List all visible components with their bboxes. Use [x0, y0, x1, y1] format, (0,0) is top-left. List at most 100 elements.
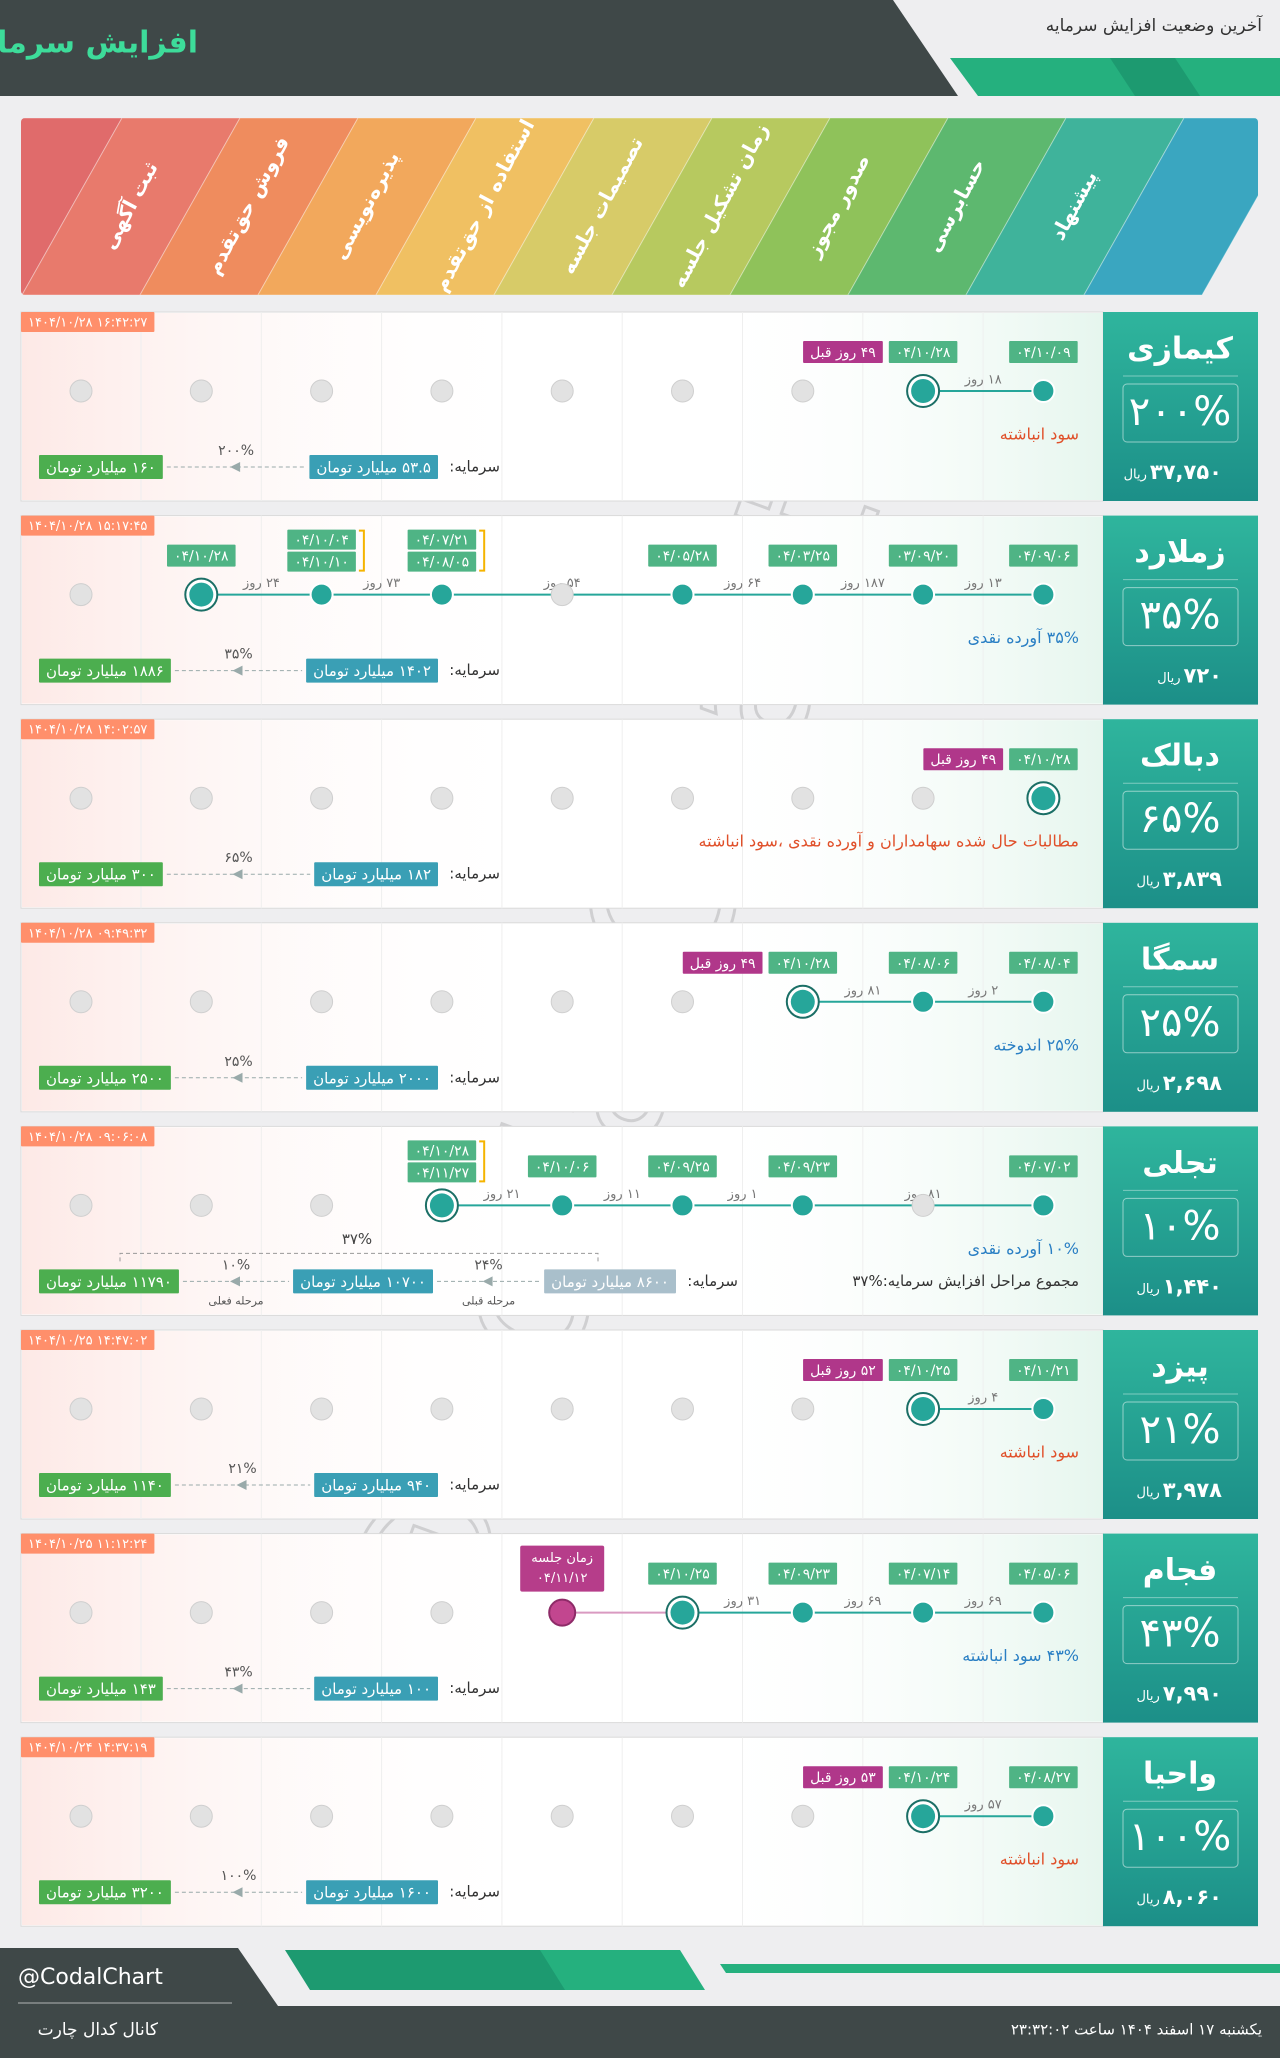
- capital-after: ۱۱۷۹۰ میلیارد تومان: [46, 1273, 172, 1291]
- days-ago-badge: ۴۹ روز قبل: [690, 956, 756, 972]
- capital-arrowhead: [230, 462, 241, 472]
- description: مطالبات حال شده سهامداران و آورده نقدی ،…: [699, 832, 1079, 852]
- price: ۳,۹۷۸: [1163, 1478, 1222, 1502]
- price-unit: ریال: [1136, 1282, 1159, 1297]
- stage-node-done: [790, 582, 815, 607]
- days-ago-badge-box: [803, 1359, 883, 1381]
- capital-after-box: [39, 1269, 179, 1294]
- capital-before: ۱۶۰۰ میلیارد تومان: [313, 1884, 431, 1902]
- price-unit: ریال: [1136, 875, 1159, 890]
- stage-band: [375, 118, 595, 295]
- company-name: پیزد: [1151, 1350, 1209, 1385]
- price: ۲,۶۹۸: [1163, 1071, 1222, 1095]
- capital-before-box: [314, 1473, 438, 1497]
- name-card: [1103, 1737, 1258, 1927]
- company-name: تجلی: [1142, 1146, 1217, 1181]
- company-name: کیمازی: [1127, 332, 1233, 367]
- stage-node-empty: [189, 1193, 213, 1217]
- updated-time: ۱۴۰۴/۱۰/۲۸ ۱۴:۰۲:۵۷: [28, 723, 147, 738]
- change-box: [1122, 587, 1239, 647]
- stage-node-empty: [69, 379, 93, 403]
- change-box: [1122, 1808, 1239, 1868]
- stage-node-empty: [69, 1601, 93, 1625]
- header-bar: [0, 0, 958, 96]
- capital-label: سرمایه:: [449, 661, 500, 679]
- capital-after-box: [39, 1065, 171, 1090]
- date-tag-box: [648, 1155, 717, 1178]
- stage-node-empty: [911, 786, 935, 810]
- stage-node-current: [670, 1600, 695, 1625]
- stage-node-empty: [671, 990, 694, 1014]
- updated-time-box: [21, 719, 155, 740]
- date-tag: ۰۴/۱۰/۱۰: [294, 555, 349, 571]
- change-percent: ۲۵%: [1140, 1000, 1221, 1046]
- stage-node-empty: [189, 1601, 213, 1625]
- date-tag: ۰۴/۰۷/۱۴: [896, 1567, 951, 1583]
- stage-band: [1083, 118, 1258, 295]
- date-tag-box: [1009, 341, 1078, 363]
- gap-label: ۱۸ روز: [964, 373, 1002, 388]
- date-tag: ۰۴/۱۱/۲۷: [415, 1165, 470, 1181]
- stage-node-done: [1031, 1397, 1056, 1421]
- date-tag-box: [768, 1155, 838, 1178]
- capital-change: ۲۱%: [228, 1461, 256, 1477]
- date-tag-box: [768, 951, 838, 974]
- price: ۷۲۰: [1184, 664, 1222, 688]
- date-tag-box: [287, 529, 356, 550]
- stage-node-done: [1031, 989, 1056, 1014]
- updated-time-box: [21, 922, 155, 943]
- capital-change: ۱۰%: [222, 1257, 250, 1273]
- stage-node-current: [790, 989, 815, 1014]
- change-box: [1122, 790, 1239, 850]
- capital-arrowhead: [232, 869, 243, 880]
- capital-change: ۲۴%: [474, 1257, 502, 1273]
- capital-change: ۲۵%: [224, 1054, 252, 1070]
- gap-label: ۶۹ روز: [964, 1594, 1002, 1609]
- description: ۴۳% سود انباشته: [962, 1646, 1079, 1666]
- capital-before-box: [306, 658, 438, 683]
- stage-node-empty: [69, 583, 93, 607]
- stage-node-done: [670, 1193, 695, 1218]
- capital-after: ۱۴۳ میلیارد تومان: [46, 1680, 156, 1698]
- total-bracket: [119, 1252, 599, 1262]
- gap-label: ۲۱ روز: [483, 1187, 521, 1202]
- updated-time: ۱۴۰۴/۱۰/۲۸ ۱۶:۴۲:۲۷: [28, 316, 147, 331]
- stage-node-current: [911, 1397, 936, 1421]
- capital-before-box: [314, 862, 438, 887]
- change-box: [1122, 383, 1239, 443]
- capital-before-box: [306, 1065, 438, 1090]
- stage-node-done: [911, 1600, 936, 1625]
- capital-after-box: [39, 1880, 171, 1905]
- name-card: [1103, 1330, 1258, 1519]
- date-tag: ۰۴/۰۹/۲۳: [776, 1159, 831, 1175]
- stage-node-empty: [310, 1804, 334, 1828]
- date-tag-box: [407, 1140, 477, 1161]
- change-box: [1122, 1401, 1239, 1461]
- gap-label: ۵۷ روز: [964, 1798, 1002, 1813]
- capital-arrowhead: [232, 1683, 243, 1694]
- stage-node-empty: [550, 786, 574, 810]
- stage-node-empty: [310, 1193, 334, 1217]
- stage-node-done: [911, 989, 936, 1014]
- stage-node-done: [1031, 582, 1056, 607]
- price-unit: ریال: [1136, 1486, 1159, 1501]
- date-tag: ۰۴/۰۳/۲۵: [776, 549, 831, 565]
- date-tag-box: [888, 1766, 958, 1789]
- stage-node-done: [670, 582, 695, 607]
- date-bracket: [479, 529, 486, 572]
- capital-change: ۶۵%: [224, 850, 252, 866]
- days-ago-badge-box: [682, 951, 763, 974]
- stage-band: [965, 118, 1185, 295]
- stage-node-empty: [69, 1804, 93, 1828]
- gap-label: ۶۹ روز: [843, 1594, 881, 1609]
- updated-time: ۱۴۰۴/۱۰/۲۴ ۱۴:۳۷:۱۹: [28, 1741, 147, 1756]
- change-percent: ۴۳%: [1140, 1611, 1221, 1657]
- date-tag: ۰۴/۱۰/۲۴: [896, 1770, 951, 1786]
- footer-block: [0, 1948, 278, 2006]
- days-ago-badge: ۴۹ روز قبل: [930, 752, 996, 768]
- stage-band: [257, 118, 477, 295]
- change-box: [1122, 1605, 1239, 1665]
- price-unit: ریال: [1136, 1893, 1159, 1908]
- capital-before: ۱۸۲ میلیارد تومان: [321, 866, 431, 884]
- meeting-box: [520, 1545, 605, 1592]
